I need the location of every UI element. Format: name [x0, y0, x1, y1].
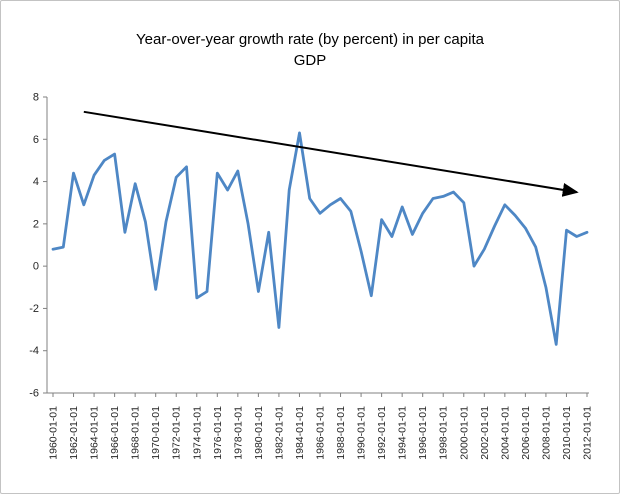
x-axis-label: 1998-01-01	[438, 406, 450, 460]
x-axis-label: 1992-01-01	[376, 406, 388, 460]
x-axis-label: 2010-01-01	[561, 406, 573, 460]
y-axis-label: -4	[29, 345, 39, 357]
x-axis-label: 2004-01-01	[499, 406, 511, 460]
x-axis-label: 1990-01-01	[356, 406, 368, 460]
y-axis-label: 4	[33, 176, 39, 188]
y-axis-label: 2	[33, 218, 39, 230]
x-axis-label: 1962-01-01	[68, 406, 80, 460]
x-axis-label: 1976-01-01	[212, 406, 224, 460]
growth-line-series	[51, 131, 589, 346]
x-axis-label: 1966-01-01	[109, 406, 121, 460]
chart-title: Year-over-year growth rate (by percent) …	[1, 29, 619, 71]
x-axis-label: 1986-01-01	[315, 406, 327, 460]
x-axis-label: 1978-01-01	[232, 406, 244, 460]
x-axis-label: 2008-01-01	[540, 406, 552, 460]
y-axis-label: 8	[33, 92, 39, 104]
x-axis-label: 1994-01-01	[397, 406, 409, 460]
x-axis-label: 1996-01-01	[417, 406, 429, 460]
x-axis-label: 2006-01-01	[520, 406, 532, 460]
chart-title-line2: GDP	[293, 52, 327, 69]
y-axis-label: -6	[29, 388, 39, 400]
x-axis-label: 1970-01-01	[150, 406, 162, 460]
x-axis-label: 1964-01-01	[89, 406, 101, 460]
x-axis-label: 1960-01-01	[48, 406, 60, 460]
trend-arrow	[83, 110, 579, 197]
chart-title-line1: Year-over-year growth rate (by percent) …	[136, 31, 484, 48]
y-axis-label: 6	[33, 134, 39, 146]
y-axis-label: 0	[33, 261, 39, 273]
x-axis-label: 2002-01-01	[479, 406, 491, 460]
x-axis-label: 1982-01-01	[273, 406, 285, 460]
x-axis-label: 1980-01-01	[253, 406, 265, 460]
x-axis-label: 2000-01-01	[458, 406, 470, 460]
x-axis-label: 1984-01-01	[294, 406, 306, 460]
x-axis-label: 1988-01-01	[335, 406, 347, 460]
x-axis-label: 1972-01-01	[171, 406, 183, 460]
x-axis-label: 1968-01-01	[130, 406, 142, 460]
y-axis-label: -2	[29, 303, 39, 315]
x-axis-label: 1974-01-01	[191, 406, 203, 460]
x-axis-label: 2012-01-01	[582, 406, 594, 460]
